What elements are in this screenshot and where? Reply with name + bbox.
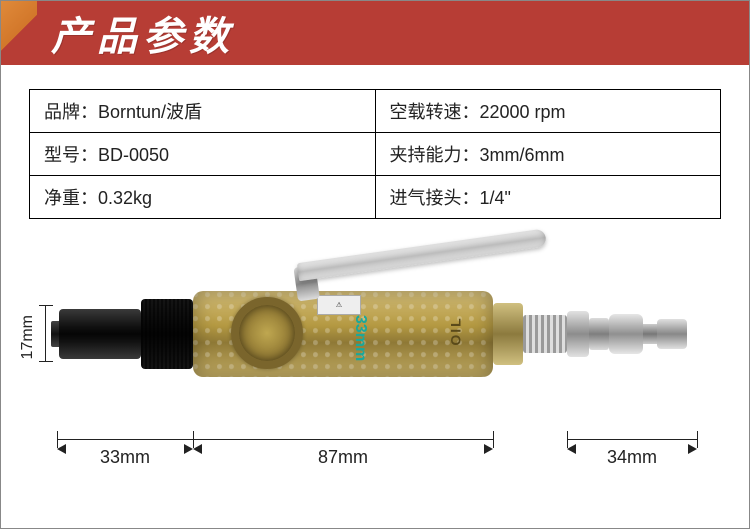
connector-part [589, 318, 609, 350]
spec-label: 品牌： [44, 102, 98, 122]
dimension-seg1: 33mm [100, 447, 150, 468]
spec-brand: 品牌：Borntun/波盾 [30, 90, 376, 133]
table-row: 品牌：Borntun/波盾 空载转速：22000 rpm [30, 90, 721, 133]
table-row: 净重：0.32kg 进气接头：1/4" [30, 176, 721, 219]
spec-label: 净重： [44, 188, 98, 208]
spec-model: 型号：BD-0050 [30, 133, 376, 176]
connector-part [609, 314, 643, 354]
spec-weight: 净重：0.32kg [30, 176, 376, 219]
lever-blade [297, 228, 547, 281]
dimension-seg2: 87mm [318, 447, 368, 468]
spec-value: 22000 rpm [480, 102, 566, 122]
header-banner: 产品参数 [1, 1, 749, 65]
dimension-body-dia: 33mm [351, 315, 369, 361]
connector-part [657, 319, 687, 349]
dimension-row: 33mm 87mm 34mm [57, 429, 701, 469]
dim-line [193, 439, 493, 440]
throttle-lever [294, 207, 558, 293]
dimension-height: 17mm [19, 315, 37, 359]
collet-nut [141, 299, 193, 369]
spec-value: 0.32kg [98, 188, 152, 208]
dim-cap [39, 361, 53, 362]
warning-label: ⚠ [317, 295, 361, 315]
spec-value: BD-0050 [98, 145, 169, 165]
spec-value: 1/4" [480, 188, 511, 208]
dim-line [45, 305, 46, 361]
product-diagram: 17mm ⚠ OIL 33mm 33mm 87mm 34mm [1, 231, 750, 531]
dim-line [567, 439, 697, 440]
spec-table: 品牌：Borntun/波盾 空载转速：22000 rpm 型号：BD-0050 … [29, 89, 721, 219]
dim-tick [493, 431, 494, 448]
chuck [59, 309, 141, 359]
spec-label: 进气接头： [390, 188, 480, 208]
oil-marking: OIL [448, 316, 464, 345]
spec-value: Borntun/波盾 [98, 102, 202, 122]
brand-ring [231, 297, 303, 369]
rear-cap [493, 303, 523, 365]
spec-label: 空载转速： [390, 102, 480, 122]
air-connector [567, 311, 697, 357]
spec-label: 夹持能力： [390, 145, 480, 165]
page-title: 产品参数 [51, 4, 235, 62]
air-thread [523, 315, 567, 353]
spec-collet: 夹持能力：3mm/6mm [375, 133, 721, 176]
dimension-seg3: 34mm [607, 447, 657, 468]
dim-tick [697, 431, 698, 448]
connector-part [567, 311, 589, 357]
spec-value: 3mm/6mm [480, 145, 565, 165]
header-accent [1, 1, 37, 65]
connector-part [643, 324, 657, 344]
dim-cap [39, 305, 53, 306]
spec-speed: 空载转速：22000 rpm [375, 90, 721, 133]
table-row: 型号：BD-0050 夹持能力：3mm/6mm [30, 133, 721, 176]
spec-label: 型号： [44, 145, 98, 165]
dim-line [57, 439, 193, 440]
